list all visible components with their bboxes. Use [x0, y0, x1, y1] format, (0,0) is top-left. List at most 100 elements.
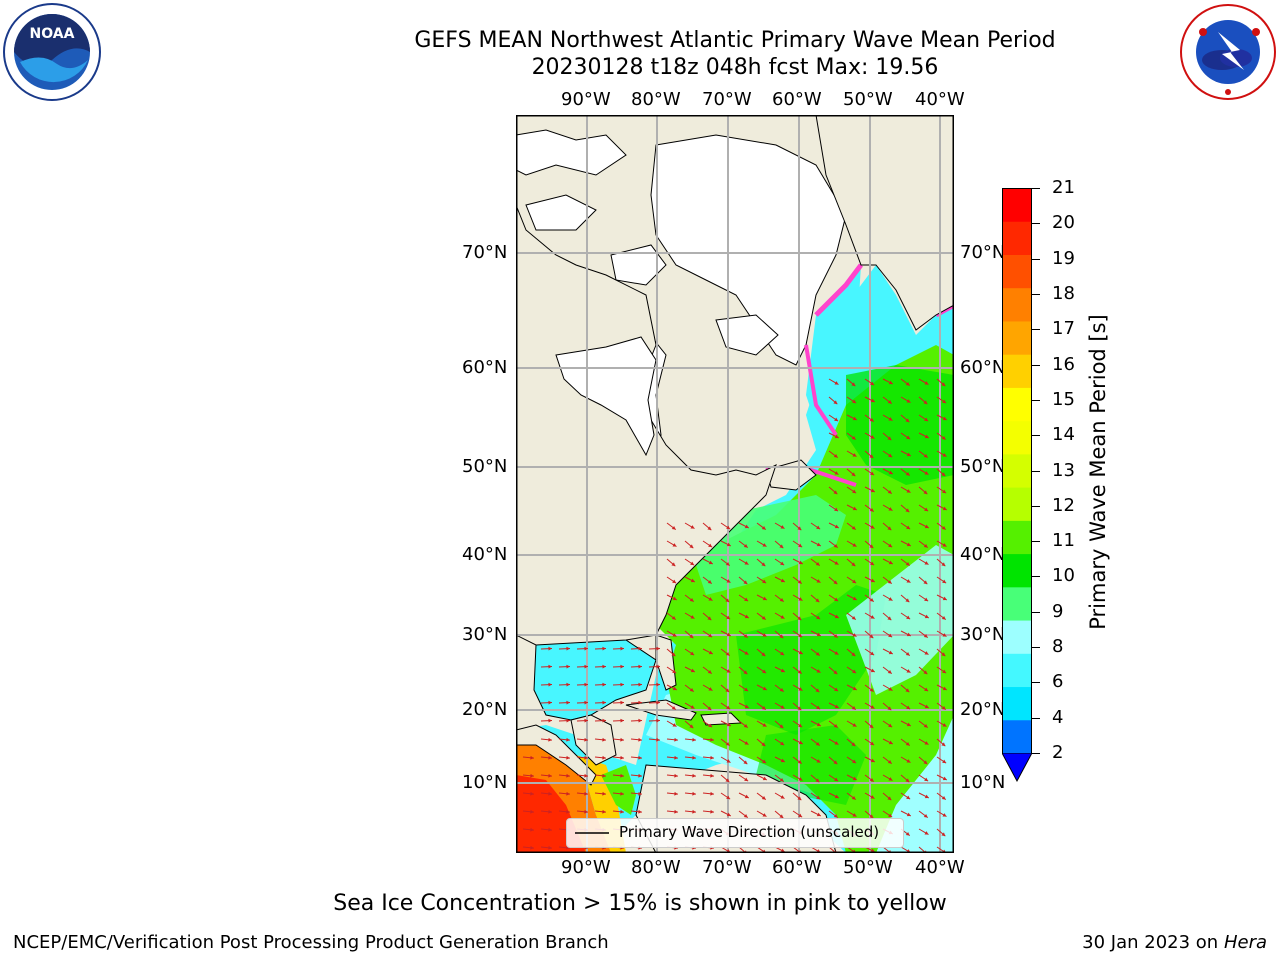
- wave-arrow-head: [602, 755, 606, 760]
- wave-arrow-head: [888, 470, 893, 475]
- wave-arrow-head: [620, 646, 624, 651]
- wave-arrow-head: [870, 488, 875, 493]
- colorbar-segment: [1002, 254, 1032, 289]
- wave-arrow-head: [888, 740, 893, 745]
- wave-arrow-head: [834, 651, 839, 655]
- wave-arrow-head: [638, 809, 642, 814]
- left-lat-label: 30°N: [462, 624, 508, 645]
- wave-arrow-head: [725, 652, 730, 656]
- wave-arrow-head: [869, 634, 874, 639]
- wave-arrow-head: [887, 436, 892, 441]
- wave-arrow-head: [870, 795, 875, 799]
- wave-arrow-head: [905, 688, 910, 693]
- wave-arrow-head: [851, 652, 856, 657]
- colorbar-tick-label: 10: [1052, 565, 1075, 587]
- wave-arrow-head: [744, 704, 749, 709]
- wave-arrow-head: [638, 664, 642, 669]
- wave-arrow-head: [797, 526, 802, 531]
- wave-arrow-head: [566, 718, 570, 723]
- wave-arrow-head: [834, 777, 839, 782]
- wave-arrow-head: [726, 705, 731, 710]
- wave-arrow-head: [744, 651, 749, 655]
- wave-arrow-head: [762, 686, 767, 691]
- wave-arrow-head: [887, 706, 892, 711]
- wave-arrow-head: [671, 706, 676, 710]
- wave-arrow-head: [671, 616, 676, 620]
- colorbar-tick-label: 6: [1052, 671, 1064, 693]
- wave-arrow-head: [671, 526, 676, 530]
- wave-arrow-head: [689, 724, 694, 729]
- wave-arrow-head: [816, 795, 821, 800]
- wave-arrow-head: [815, 598, 820, 603]
- wave-arrow-head: [780, 561, 785, 566]
- wave-arrow-head: [852, 416, 857, 421]
- wave-arrow-head: [725, 778, 730, 783]
- wave-arrow-head: [851, 526, 856, 530]
- wave-arrow-head: [833, 544, 838, 548]
- wave-arrow-head: [834, 614, 839, 619]
- wave-arrow-head: [743, 760, 748, 765]
- right-lat-label: 30°N: [960, 624, 1006, 645]
- wave-arrow-head: [692, 755, 696, 760]
- right-lat-label: 40°N: [960, 544, 1006, 565]
- wave-arrow-head: [923, 634, 928, 638]
- wave-arrow-head: [779, 598, 784, 602]
- wave-arrow-head: [851, 382, 856, 387]
- wave-arrow-head: [689, 634, 694, 639]
- wave-arrow-head: [923, 760, 928, 765]
- wave-arrow-head: [690, 561, 695, 566]
- wave-arrow-head: [797, 796, 802, 801]
- colorbar-tick-mark: [1032, 364, 1040, 366]
- wave-arrow-head: [851, 472, 856, 477]
- wave-arrow-head: [852, 596, 857, 601]
- wave-arrow-head: [816, 705, 821, 710]
- wave-arrow-head: [620, 700, 624, 705]
- wave-arrow-head: [761, 526, 766, 530]
- wave-arrow-head: [710, 737, 714, 742]
- wave-arrow-head: [797, 670, 802, 674]
- wave-arrow-head: [744, 687, 749, 692]
- wave-arrow-head: [888, 380, 893, 385]
- wave-arrow-head: [833, 490, 838, 495]
- wave-arrow-head: [834, 507, 839, 512]
- wave-arrow-head: [726, 615, 731, 620]
- wave-arrow-head: [888, 633, 893, 638]
- wave-arrow-head: [887, 526, 892, 531]
- wave-arrow-head: [887, 580, 892, 584]
- colorbar-segment: [1002, 520, 1032, 555]
- map-title-line1: GEFS MEAN Northwest Atlantic Primary Wav…: [414, 28, 1056, 53]
- colorbar-tick-mark: [1032, 647, 1040, 649]
- colorbar-segment: [1002, 221, 1032, 255]
- wave-arrow-head: [638, 755, 642, 760]
- wave-arrow-head: [924, 434, 929, 439]
- wave-arrow-head: [906, 812, 911, 817]
- wave-arrow-head: [779, 634, 784, 639]
- wave-arrow-head: [656, 700, 660, 705]
- wave-arrow-head: [762, 813, 767, 817]
- wave-arrow-head: [924, 417, 929, 422]
- wave-arrow-head: [638, 773, 642, 778]
- wave-arrow-head: [602, 682, 606, 687]
- wave-arrow-head: [906, 615, 911, 620]
- colorbar-tick-label: 4: [1052, 706, 1064, 728]
- wave-arrow-head: [672, 596, 677, 601]
- wave-arrow-head: [602, 791, 606, 796]
- colorbar-tick-mark: [1032, 223, 1040, 225]
- wave-arrow-head: [726, 669, 731, 673]
- colorbar-segment: [1002, 653, 1032, 688]
- wave-arrow-head: [707, 706, 712, 711]
- wave-arrow-head: [780, 848, 785, 853]
- wave-arrow-head: [798, 560, 803, 565]
- wave-arrow-head: [852, 579, 857, 584]
- wave-arrow-head: [548, 718, 552, 723]
- wave-arrow-head: [672, 686, 677, 691]
- wave-arrow-head: [530, 773, 534, 778]
- wave-arrow-head: [906, 525, 911, 530]
- wave-arrow-head: [905, 472, 910, 476]
- wave-arrow-head: [834, 471, 839, 475]
- wave-arrow-head: [905, 742, 910, 746]
- wave-arrow-head: [869, 508, 874, 512]
- wave-arrow-head: [942, 416, 947, 421]
- wave-arrow-head: [674, 755, 678, 760]
- colorbar-tick-label: 18: [1052, 282, 1075, 304]
